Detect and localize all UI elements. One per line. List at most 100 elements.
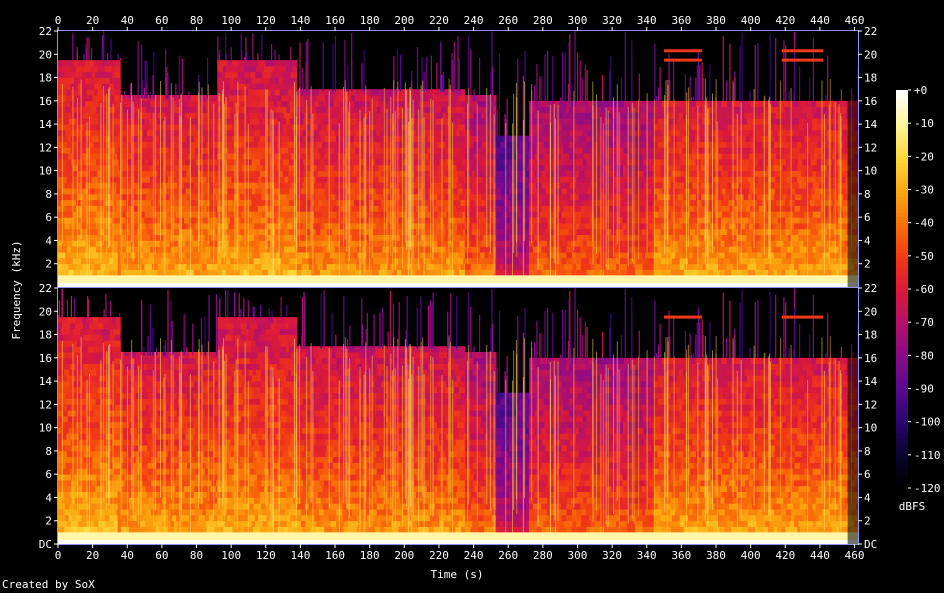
colorbar-swatch	[896, 408, 908, 413]
colorbar-swatch	[896, 159, 908, 164]
colorbar-swatch	[896, 169, 908, 174]
colorbar-swatch	[896, 103, 908, 108]
x-tick-label: 180	[360, 14, 380, 27]
y-tick-label: 8	[45, 188, 52, 201]
signal-segment	[58, 31, 122, 288]
y-tick-label: 22	[39, 282, 52, 295]
x-tick-label: 80	[190, 14, 203, 27]
colorbar-swatch	[896, 153, 908, 157]
colorbar-swatch	[896, 468, 908, 472]
colorbar-swatch	[896, 245, 908, 250]
y-tick-label: 22	[864, 282, 877, 295]
colorbar-swatch	[896, 308, 908, 313]
colorbar-swatch	[896, 338, 908, 343]
colorbar-swatch	[896, 295, 908, 300]
colorbar-swatch	[896, 216, 908, 220]
x-tick-label: 60	[155, 549, 168, 562]
colorbar-swatch	[896, 272, 908, 277]
y-tick-label: 12	[864, 398, 877, 411]
colorbar-swatch	[896, 113, 908, 118]
colorbar-swatch	[896, 375, 908, 380]
colorbar-swatch	[896, 342, 908, 346]
x-tick-label: 20	[86, 549, 99, 562]
colorbar-swatch	[896, 345, 908, 350]
y-tick-label: 2	[45, 515, 52, 528]
x-tick-label: 40	[121, 14, 134, 27]
colorbar-swatch	[896, 249, 908, 254]
colorbar-swatch	[896, 312, 908, 317]
colorbar-swatch	[896, 428, 908, 433]
colorbar-swatch	[896, 355, 908, 360]
x-tick-label: 20	[86, 14, 99, 27]
colorbar-swatch	[896, 451, 908, 456]
dc-band	[58, 539, 858, 544]
low-frequency-band	[58, 532, 858, 544]
y-tick-label: 14	[39, 375, 53, 388]
x-tick-label: 240	[464, 14, 484, 27]
spectrogram-channel-2	[58, 288, 859, 545]
x-tick-label: 380	[706, 14, 726, 27]
y-tick-label: 6	[864, 468, 871, 481]
colorbar-label: dBFS	[899, 500, 926, 513]
y-tick-label: DC	[864, 538, 877, 551]
colorbar-swatch	[896, 156, 908, 161]
y-tick-label: 14	[864, 375, 878, 388]
y-tick-label: 10	[864, 422, 877, 435]
x-tick-label: 240	[464, 549, 484, 562]
colorbar-swatch	[896, 149, 908, 154]
colorbar-swatch	[896, 262, 908, 267]
dc-band	[58, 282, 858, 287]
x-tick-label: 440	[810, 14, 830, 27]
y-tick-label: 8	[864, 445, 871, 458]
colorbar-swatch	[896, 481, 908, 486]
colorbar-swatch	[896, 199, 908, 204]
colorbar-swatch	[896, 189, 908, 194]
colorbar-swatch	[896, 405, 908, 409]
tonal-line	[781, 49, 824, 53]
colorbar-swatch	[896, 458, 908, 462]
y-axis-label: Frequency (kHz)	[10, 240, 23, 339]
colorbar-swatch	[896, 123, 908, 127]
colorbar-swatch	[896, 325, 908, 330]
x-tick-label: 100	[221, 549, 241, 562]
colorbar-swatch	[896, 252, 908, 257]
tonal-line	[781, 58, 824, 62]
y-tick-label: 22	[39, 25, 52, 38]
colorbar-swatch	[896, 434, 908, 439]
y-tick-label: 6	[45, 468, 52, 481]
y-tick-label: 16	[864, 352, 877, 365]
x-tick-label: 0	[55, 549, 62, 562]
x-tick-label: 220	[429, 14, 449, 27]
y-tick-label: 12	[39, 141, 52, 154]
colorbar-swatch	[896, 448, 908, 453]
transient-streaks	[61, 78, 852, 284]
colorbar-swatch	[896, 358, 908, 363]
y-tick-label: 4	[45, 234, 52, 247]
colorbar-swatch	[896, 371, 908, 376]
y-tick-label: 20	[864, 305, 877, 318]
colorbar-swatch	[896, 348, 908, 353]
colorbar-swatch	[896, 129, 908, 134]
colorbar-swatch	[896, 464, 908, 469]
x-tick-label: 180	[360, 549, 380, 562]
colorbar-swatch	[896, 225, 908, 230]
y-tick-label: 16	[39, 352, 52, 365]
colorbar-swatch	[896, 431, 908, 436]
colorbar-swatch	[896, 454, 908, 459]
colorbar-swatch	[896, 411, 908, 416]
transient-marker	[117, 491, 121, 533]
x-tick-label: 440	[810, 549, 830, 562]
colorbar-swatch	[896, 461, 908, 466]
colorbar-swatch	[896, 398, 908, 403]
colorbar-swatch	[896, 424, 908, 429]
colorbar-swatch	[896, 119, 908, 124]
x-tick-label: 280	[533, 549, 553, 562]
colorbar-swatch	[896, 176, 908, 181]
colorbar-swatch	[896, 368, 908, 373]
colorbar-swatch	[896, 146, 908, 151]
y-tick-label: 2	[864, 258, 871, 271]
x-tick-label: 420	[775, 14, 795, 27]
colorbar-swatch	[896, 116, 908, 121]
x-tick-label: 320	[602, 14, 622, 27]
